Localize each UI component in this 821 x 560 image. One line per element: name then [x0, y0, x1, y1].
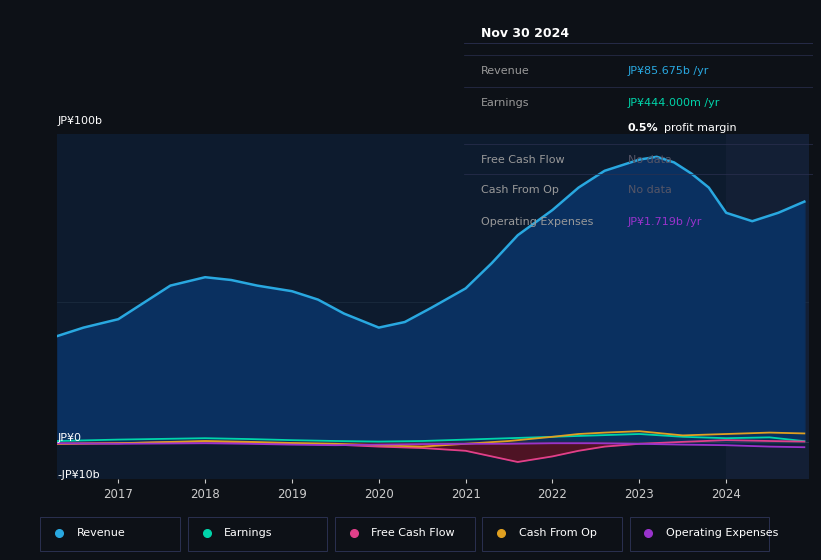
Text: Cash From Op: Cash From Op	[519, 529, 596, 538]
Bar	[727, 134, 818, 479]
Text: JP¥0: JP¥0	[57, 433, 81, 443]
Text: 0.5%: 0.5%	[628, 123, 658, 133]
Text: JP¥85.675b /yr: JP¥85.675b /yr	[628, 66, 709, 76]
Text: Revenue: Revenue	[76, 529, 126, 538]
Text: Earnings: Earnings	[481, 98, 530, 108]
Text: Operating Expenses: Operating Expenses	[666, 529, 778, 538]
Text: Free Cash Flow: Free Cash Flow	[481, 156, 565, 165]
Text: Operating Expenses: Operating Expenses	[481, 217, 594, 227]
Text: Cash From Op: Cash From Op	[481, 185, 559, 195]
Text: Nov 30 2024: Nov 30 2024	[481, 27, 570, 40]
Text: Earnings: Earnings	[224, 529, 273, 538]
Text: -JP¥10b: -JP¥10b	[57, 470, 100, 480]
Text: Free Cash Flow: Free Cash Flow	[371, 529, 455, 538]
Text: JP¥444.000m /yr: JP¥444.000m /yr	[628, 98, 720, 108]
Text: profit margin: profit margin	[664, 123, 737, 133]
Text: JP¥100b: JP¥100b	[57, 116, 103, 126]
Text: Revenue: Revenue	[481, 66, 530, 76]
Text: No data: No data	[628, 185, 672, 195]
Text: JP¥1.719b /yr: JP¥1.719b /yr	[628, 217, 702, 227]
Text: No data: No data	[628, 156, 672, 165]
